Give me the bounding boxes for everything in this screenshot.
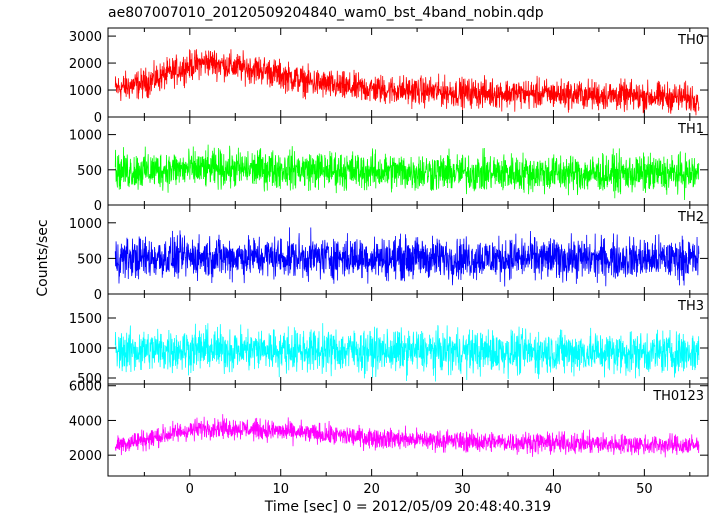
y-tick-label: 1000 <box>69 129 102 144</box>
y-tick-label: 1000 <box>69 217 102 232</box>
y-tick-label: 1500 <box>69 312 102 327</box>
y-tick-label: 2000 <box>69 449 102 464</box>
y-tick-label: 6000 <box>69 380 102 395</box>
series-th1-trace <box>114 144 700 200</box>
x-axis: 0 10 20 30 40 50 <box>186 482 653 497</box>
x-tick-label: 40 <box>545 482 562 497</box>
x-tick-label: 10 <box>272 482 289 497</box>
panel-th0123: 2000 4000 6000 TH0123 <box>69 380 709 477</box>
x-tick-label: 50 <box>636 482 653 497</box>
y-tick-label: 3000 <box>69 30 102 45</box>
panel-label-th3: TH3 <box>677 299 704 314</box>
series-th0123-trace <box>114 414 700 458</box>
panel-th0: 0 1000 2000 3000 TH0 <box>69 27 709 126</box>
panel-frame <box>107 383 709 477</box>
panel-label-th2: TH2 <box>677 210 704 225</box>
y-tick-label: 1000 <box>69 84 102 99</box>
panel-th2: 0 500 1000 TH2 <box>69 204 709 303</box>
x-tick-label: 30 <box>454 482 471 497</box>
x-tick-label: 0 <box>186 482 194 497</box>
chart-title: ae807007010_20120509204840_wam0_bst_4ban… <box>108 5 544 21</box>
y-tick-label: 2000 <box>69 57 102 72</box>
panel-label-th0123: TH0123 <box>652 389 704 404</box>
panels: 0 1000 2000 3000 TH0 0 500 1000 TH1 0 500 1000 TH2 50… <box>69 27 709 477</box>
panel-label-th0: TH0 <box>677 33 704 48</box>
y-axis-label: Counts/sec <box>35 219 51 296</box>
y-tick-label: 500 <box>77 164 102 179</box>
y-tick-label: 500 <box>77 252 102 267</box>
panel-th3: 500 1000 1500 TH3 <box>69 293 709 387</box>
y-tick-label: 0 <box>94 111 102 126</box>
panel-label-th1: TH1 <box>677 122 704 137</box>
x-tick-label: 20 <box>363 482 380 497</box>
series-th3-trace <box>114 323 700 382</box>
panel-th1: 0 500 1000 TH1 <box>69 116 709 214</box>
y-tick-label: 500 <box>77 372 102 387</box>
x-axis-label: Time [sec] 0 = 2012/05/09 20:48:40.319 <box>264 499 551 515</box>
y-tick-label: 0 <box>94 199 102 214</box>
series-th0-trace <box>114 49 700 116</box>
series-th2-trace <box>114 227 700 287</box>
y-tick-label: 0 <box>94 288 102 303</box>
y-tick-label: 4000 <box>69 414 102 429</box>
y-tick-label: 1000 <box>69 342 102 357</box>
